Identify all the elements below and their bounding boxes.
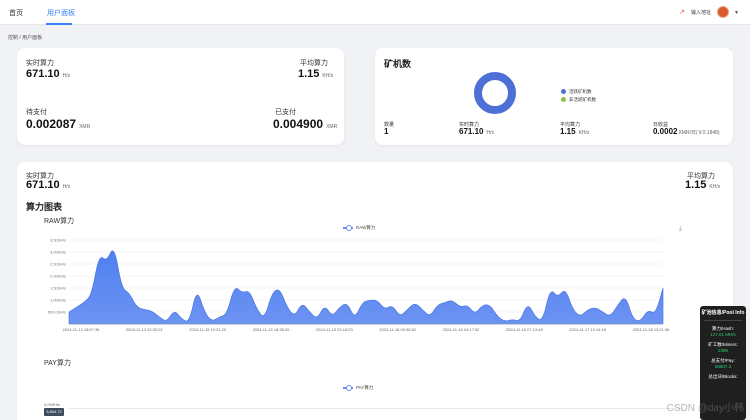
breadcrumb: 控制 / 用户面板 xyxy=(8,35,43,41)
chart-realtime-label: 实时算力 xyxy=(26,173,54,180)
daily-income-label: 日收益 xyxy=(653,122,669,128)
raw-x-tick-label: 2024-11-17 10:14:15 xyxy=(569,327,607,332)
legend-inactive-swatch xyxy=(561,97,566,103)
raw-x-tick-label: 2024-11-16 09:56:52 xyxy=(379,327,417,332)
raw-y-tick-label: 3,000H/s xyxy=(50,250,66,255)
raw-legend-swatch xyxy=(343,225,353,231)
pool-miners-label: 矿工数/Miners: xyxy=(708,342,738,347)
stats-card: 实时算力 671.10 H/s 平均算力 1.15 KH/s 待支付 0.00208… xyxy=(17,48,344,145)
miners-avg-label: 平均算力 xyxy=(560,122,581,128)
legend-active-swatch xyxy=(561,89,566,95)
raw-x-tick-label: 2024-11-13 18:57:36 xyxy=(63,327,101,332)
hashrate-chart-card: 实时算力 671.10 H/s 平均算力 1.15 KH/s 算力图表 RAW算力 … xyxy=(17,162,733,420)
pay-legend-swatch xyxy=(343,385,353,391)
pool-pay-label: 总支付/Pay: xyxy=(711,358,735,363)
download-icon[interactable]: ⤓ xyxy=(679,226,682,232)
watermark: CSDN @day小韩 xyxy=(666,403,744,414)
raw-x-tick-label: 2024-11-15 10:21:20 xyxy=(189,327,227,332)
miners-card-title: 矿机数 xyxy=(384,59,412,69)
count-value: 1 xyxy=(384,127,389,136)
raw-y-tick-label: 1,500H/s xyxy=(50,286,66,291)
raw-y-tick-label: 500.00H/s xyxy=(48,310,66,315)
raw-hashrate-chart: 500.00H/s 1,000H/s 1,500H/s 2,000H/s 2,500H/… xyxy=(48,238,671,333)
chart-avg-value: 1.15 KH/s xyxy=(685,179,721,191)
pending-label: 待支付 xyxy=(26,109,47,116)
raw-x-tick-label: 2024-11-18 10:21:36 xyxy=(633,327,671,332)
miners-realtime-label: 实时算力 xyxy=(459,122,480,128)
pay-tooltip-badge: 3,864.72 xyxy=(44,408,64,416)
chart-avg-label: 平均算力 xyxy=(687,173,715,180)
raw-hashrate-area xyxy=(68,250,664,325)
paid-label: 已支付 xyxy=(275,109,296,116)
raw-y-tick-label: 2,000H/s xyxy=(50,274,66,279)
miners-avg-value: 1.15 KH/s xyxy=(560,127,590,136)
top-right-actions: ↗ 输入地址 ▾ xyxy=(679,6,738,18)
raw-chart-legend[interactable]: RAW算力 xyxy=(343,225,375,231)
miners-card: 矿机数 活跃矿机数 非活跃矿机数 数量 1 实时算力 671.10 H/s 平均算… xyxy=(375,48,733,145)
pay-y-tick: 4,000H/s xyxy=(44,402,61,407)
raw-y-tick-label: 1,000H/s xyxy=(50,298,66,303)
daily-income-value: 0.0002XMR/日(￥0.1848) xyxy=(653,127,720,136)
raw-x-tick-label: 2024-11-13 20:32:01 xyxy=(126,327,164,332)
avg-hashrate-label: 平均算力 xyxy=(300,60,328,67)
chevron-down-icon[interactable]: ▾ xyxy=(734,9,738,16)
pending-value: 0.002087 XMR xyxy=(26,117,91,131)
pay-chart-legend[interactable]: PAY算力 xyxy=(343,385,373,391)
raw-x-tick-label: 2024-11-16 04:17:52 xyxy=(443,327,481,332)
legend-active[interactable]: 活跃矿机数 xyxy=(561,83,592,101)
pool-pay-value: 66807.3 xyxy=(714,364,732,369)
pool-hash-label: 算力/Hash: xyxy=(711,326,734,331)
avg-hashrate-value: 1.15 KH/s xyxy=(298,68,334,80)
paid-value: 0.004900 XMR xyxy=(273,117,338,131)
miners-donut-chart xyxy=(474,72,516,114)
tab-user-dashboard[interactable]: 用户面板 xyxy=(47,10,75,17)
pool-info-title: 矿池信息/Pool Info xyxy=(701,310,745,316)
pool-miners-value: 2396 xyxy=(717,348,728,353)
legend-inactive[interactable]: 非活跃矿机数 xyxy=(561,91,596,109)
pool-blocks-label: 总出块/Blocks: xyxy=(708,374,738,379)
count-label: 数量 xyxy=(384,122,395,128)
realtime-hashrate-label: 实时算力 xyxy=(26,60,54,67)
divider xyxy=(704,320,742,321)
raw-x-tick-label: 2024-11-16 07:13:48 xyxy=(506,327,544,332)
chart-section-title: 算力图表 xyxy=(26,202,63,212)
raw-y-tick-label: 2,500H/s xyxy=(50,262,66,267)
active-tab-indicator xyxy=(46,23,72,25)
donut-active-slice xyxy=(474,72,516,114)
pay-chart-title: PAY算力 xyxy=(44,360,71,367)
raw-y-tick-label: 3,500H/s xyxy=(50,238,66,243)
pay-gridline xyxy=(69,408,681,409)
enter-address-button[interactable]: 输入地址 xyxy=(690,9,711,16)
pool-hash-value: 127.01 MH/s xyxy=(710,332,736,337)
top-navbar: 首页 用户面板 ↗ 输入地址 ▾ xyxy=(0,0,750,25)
raw-chart-title: RAW算力 xyxy=(44,218,75,225)
pool-info-panel[interactable]: 矿池信息/Pool Info 算力/Hash: 127.01 MH/s 矿工数/… xyxy=(700,306,746,420)
raw-x-tick-label: 2024-11-15 18:38:20 xyxy=(253,327,291,332)
avatar[interactable] xyxy=(716,6,729,18)
chart-realtime-value: 671.10 H/s xyxy=(26,179,71,191)
raw-x-tick-label: 2024-11-15 23:15:23 xyxy=(316,327,354,332)
realtime-hashrate-value: 671.10 H/s xyxy=(26,68,71,80)
redirect-icon[interactable]: ↗ xyxy=(679,9,685,16)
tab-home[interactable]: 首页 xyxy=(9,10,23,17)
miners-realtime-value: 671.10 H/s xyxy=(459,127,494,136)
